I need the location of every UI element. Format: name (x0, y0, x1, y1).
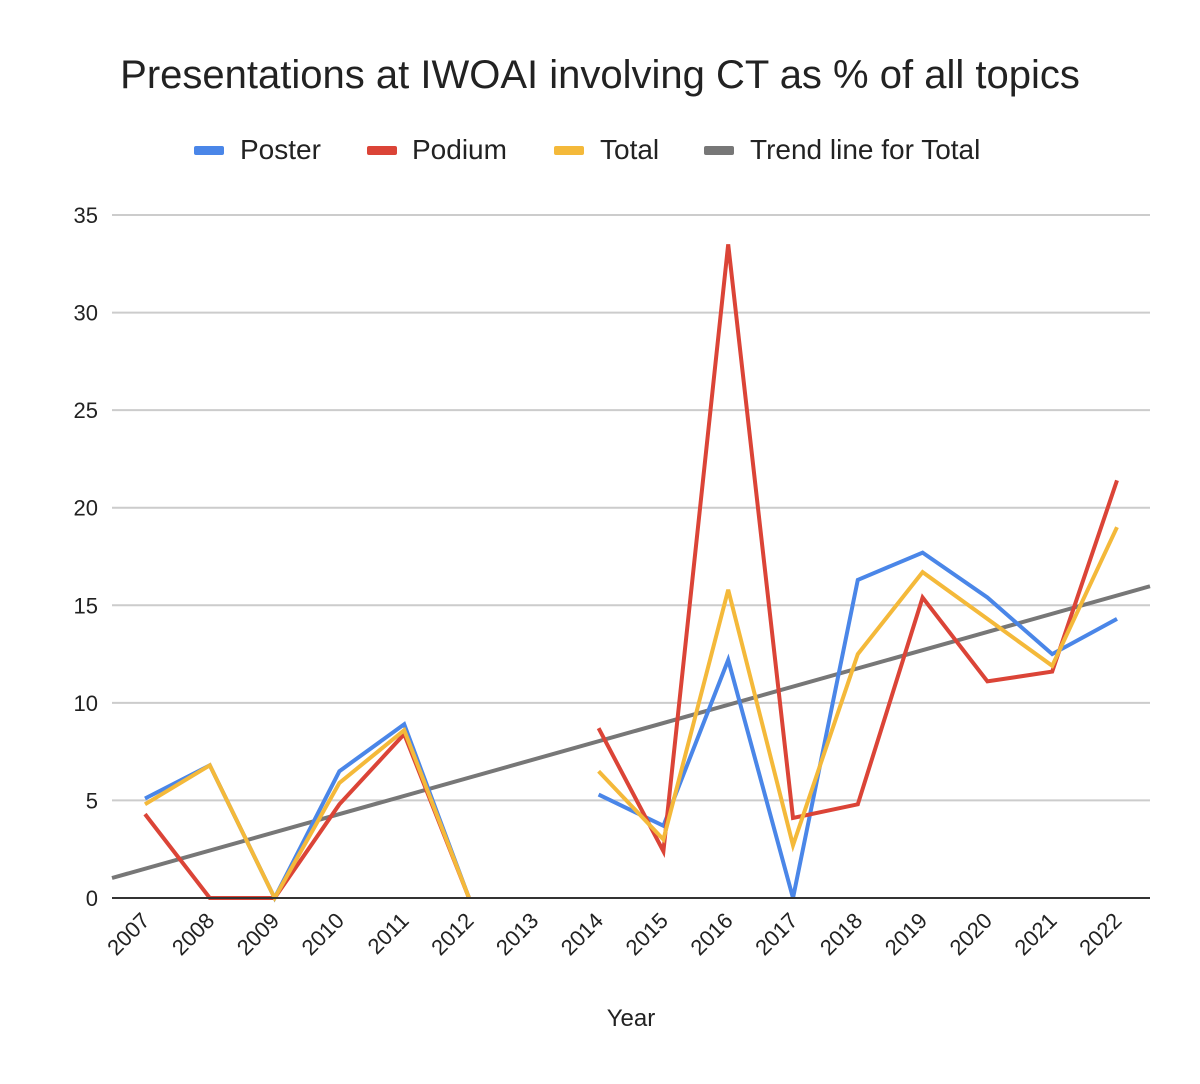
y-tick-label-25: 25 (74, 398, 98, 423)
x-tick-label-2011: 2011 (363, 908, 414, 959)
legend-label-podium: Podium (412, 134, 507, 165)
series-line-total-1 (143, 726, 471, 903)
legend-swatch-trendline (704, 146, 734, 155)
legend-item-total: Total (554, 134, 659, 165)
legend-item-trendline: Trend line for Total (704, 134, 980, 165)
legend-swatch-podium (367, 146, 397, 155)
x-tick-label-2007: 2007 (102, 908, 154, 960)
x-axis-label: Year (607, 1005, 656, 1032)
trendline-total (111, 584, 1151, 880)
y-tick-label-5: 5 (86, 788, 98, 813)
x-tick-label-2013: 2013 (491, 908, 543, 960)
series-line-poster-1 (144, 721, 471, 903)
x-tick-label-2018: 2018 (815, 908, 867, 960)
gridlines (112, 214, 1150, 802)
x-tick-label-2017: 2017 (750, 908, 802, 960)
x-axis-tick-labels: 2007 2008 2009 2010 2011 2012 2013 2014 2015 2016… (102, 908, 1126, 960)
legend-item-poster: Poster (194, 134, 321, 165)
y-tick-label-0: 0 (86, 886, 98, 911)
x-tick-label-2008: 2008 (167, 908, 219, 960)
series-poster (144, 550, 1118, 903)
legend-item-podium: Podium (367, 134, 507, 165)
y-tick-label-35: 35 (74, 203, 98, 228)
x-tick-label-2016: 2016 (685, 908, 737, 960)
series-line-podium-2 (596, 244, 1119, 858)
series-total (143, 526, 1119, 903)
x-tick-label-2012: 2012 (426, 908, 478, 960)
trendline-layer (111, 584, 1151, 880)
series-layer (143, 244, 1119, 903)
legend-label-poster: Poster (240, 134, 321, 165)
x-tick-label-2010: 2010 (297, 908, 349, 960)
legend-swatch-poster (194, 146, 224, 155)
series-line-poster-2 (597, 550, 1118, 899)
y-tick-label-15: 15 (74, 593, 98, 618)
y-tick-label-20: 20 (74, 496, 98, 521)
series-line-total-2 (597, 526, 1119, 853)
legend-swatch-total (554, 146, 584, 155)
y-tick-label-10: 10 (74, 691, 98, 716)
x-tick-label-2015: 2015 (621, 908, 673, 960)
chart-title: Presentations at IWOAI involving CT as %… (120, 53, 1080, 97)
legend: Poster Podium Total Trend line for Total (194, 134, 980, 165)
x-tick-label-2021: 2021 (1009, 908, 1061, 960)
x-tick-label-2022: 2022 (1074, 908, 1126, 960)
x-tick-label-2020: 2020 (945, 908, 997, 960)
legend-label-trendline: Trend line for Total (750, 134, 980, 165)
series-line-podium-1 (143, 730, 471, 900)
legend-label-total: Total (600, 134, 659, 165)
x-tick-label-2014: 2014 (556, 908, 608, 960)
x-tick-label-2009: 2009 (232, 908, 284, 960)
x-tick-label-2019: 2019 (880, 908, 932, 960)
y-tick-label-30: 30 (74, 301, 98, 326)
y-axis-tick-labels: 0 5 10 15 20 25 30 35 (74, 203, 98, 911)
